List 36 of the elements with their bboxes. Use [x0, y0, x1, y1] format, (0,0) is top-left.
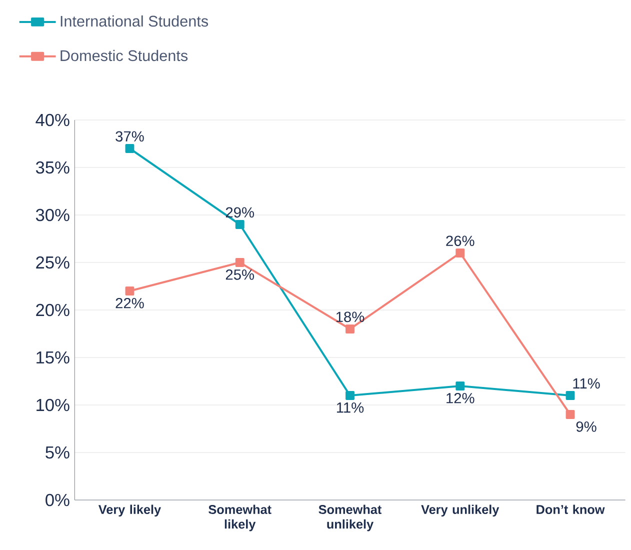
x-tick-label: Very unlikely — [421, 504, 500, 517]
y-tick-label: 20% — [36, 304, 70, 316]
point — [456, 248, 465, 258]
point — [346, 391, 354, 400]
y-tick-label: 5% — [46, 446, 70, 459]
legend-label: Domestic Students — [60, 50, 188, 62]
point — [235, 258, 244, 267]
y-tick-label: 25% — [36, 256, 70, 269]
x-tick-label: Very likely — [98, 504, 162, 517]
x-tick-label: Somewhat unlikely — [318, 504, 382, 532]
point — [456, 382, 465, 390]
y-tick-label: 10% — [36, 398, 70, 412]
data-label: 18% — [336, 312, 364, 322]
y-tick-label: 0% — [46, 494, 70, 506]
point — [566, 391, 575, 400]
data-label: 26% — [446, 236, 474, 246]
data-label: 22% — [116, 298, 144, 308]
legend-label: International Students — [60, 15, 208, 27]
data-label: 9% — [576, 421, 596, 432]
y-tick-label: 30% — [36, 208, 70, 222]
point — [566, 410, 575, 419]
point — [346, 324, 354, 334]
y-tick-label: 15% — [36, 351, 70, 364]
y-tick-label: 35% — [36, 161, 70, 174]
point — [125, 286, 134, 296]
data-label: 11% — [336, 402, 364, 413]
point — [125, 144, 134, 153]
data-label: 12% — [446, 392, 474, 404]
data-label: 29% — [226, 207, 254, 218]
y-tick-label: 40% — [36, 114, 70, 126]
data-label: 11% — [573, 378, 600, 389]
data-label: 25% — [226, 269, 254, 280]
x-tick-label: Somewhat likely — [208, 504, 272, 532]
data-label: 37% — [116, 131, 144, 142]
point — [235, 220, 244, 229]
x-tick-label: Don’t know — [536, 504, 605, 514]
